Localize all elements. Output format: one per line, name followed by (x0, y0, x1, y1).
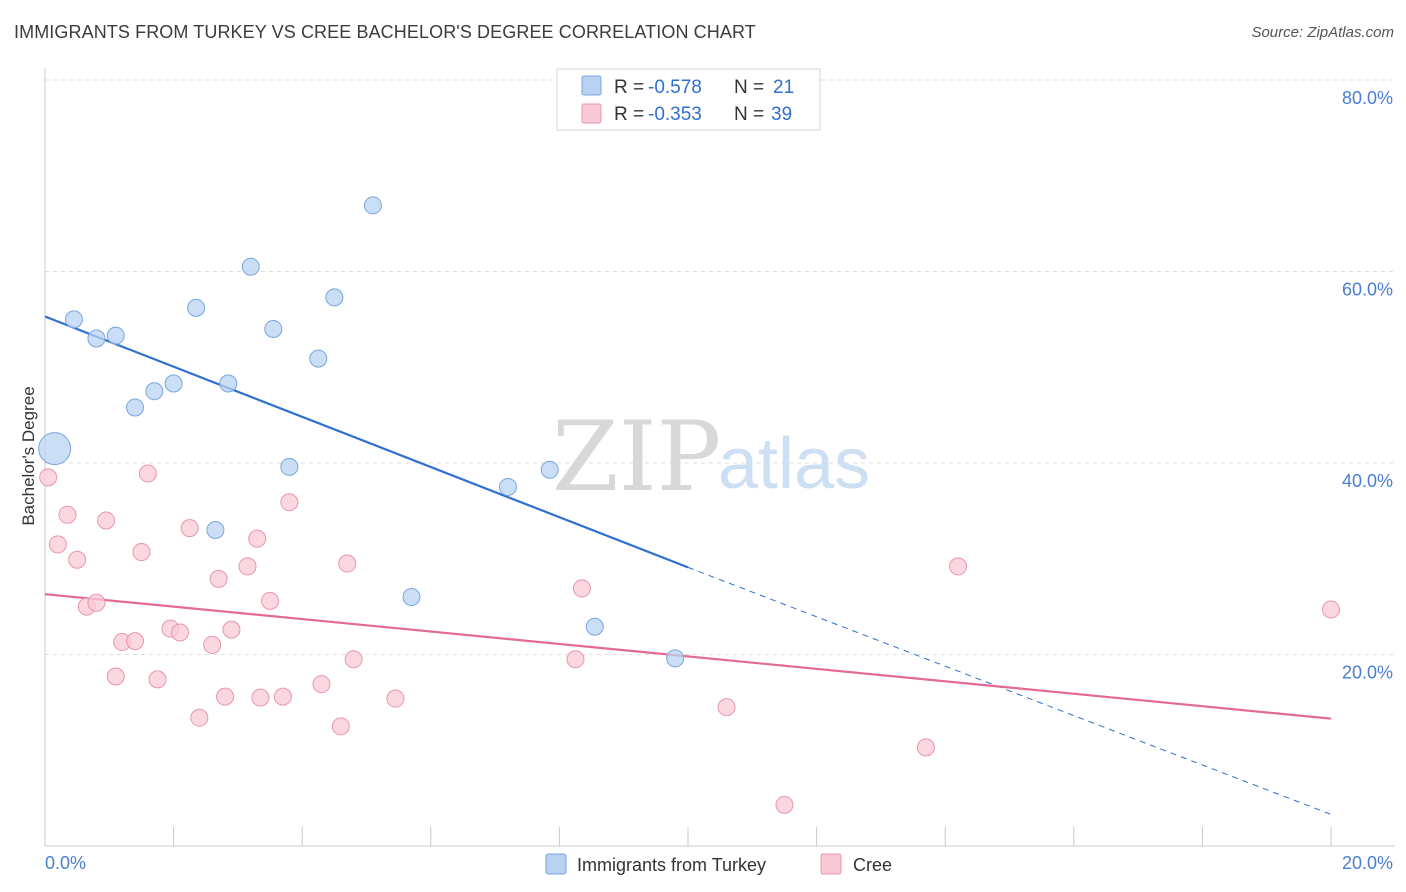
cree-point (273, 687, 292, 706)
x-tick-label: 0.0% (45, 853, 86, 873)
turkey-point (264, 319, 283, 338)
x-tick-label: 20.0% (1342, 853, 1393, 873)
correlation-legend: R = -0.578 N = 21 R = -0.353 N = 39 (556, 68, 821, 131)
cree-point (717, 698, 736, 717)
turkey-point (126, 398, 145, 417)
bottom-legend-label-turkey: Immigrants from Turkey (577, 855, 766, 875)
cree-point (209, 569, 228, 588)
cree-point (190, 708, 209, 727)
cree-point (251, 688, 270, 707)
legend-n-value-2: 39 (771, 104, 792, 125)
turkey-point (64, 310, 83, 329)
watermark-atlas: atlas (718, 424, 870, 504)
cree-point (68, 550, 87, 569)
turkey-point (106, 326, 125, 345)
turkey-point (585, 617, 604, 636)
cree-point (97, 511, 116, 530)
cree-point (238, 557, 257, 576)
turkey-point (280, 457, 299, 476)
legend-r-label-1: R = (614, 77, 644, 98)
legend-r-value-1: -0.578 (648, 77, 702, 98)
legend-r-label-2: R = (614, 104, 644, 125)
y-tick-label: 60.0% (1342, 280, 1393, 300)
turkey-point (325, 288, 344, 307)
cree-point (386, 689, 405, 708)
cree-point (39, 468, 58, 487)
chart-title: IMMIGRANTS FROM TURKEY VS CREE BACHELOR'… (14, 22, 756, 42)
turkey-point (164, 374, 183, 393)
cree-point (171, 623, 190, 642)
cree-point (331, 717, 350, 736)
cree-point (338, 554, 357, 573)
watermark: ZIP atlas (552, 401, 870, 513)
cree-point (261, 591, 280, 610)
turkey-point (241, 257, 260, 276)
legend-n-label-2: N = (734, 104, 764, 125)
bottom-legend-swatch-cree (820, 853, 842, 875)
cree-point (180, 519, 199, 538)
legend-r-value-2: -0.353 (648, 104, 702, 125)
cree-point (106, 667, 125, 686)
cree-point (222, 620, 241, 639)
bottom-legend-swatch-turkey (545, 853, 567, 875)
y-tick-labels: 20.0% 40.0% 60.0% 80.0% (1342, 88, 1393, 683)
series-legend: Immigrants from Turkey Cree (545, 853, 892, 875)
y-tick-label: 40.0% (1342, 471, 1393, 491)
turkey-point (363, 196, 382, 215)
cree-point (916, 738, 935, 757)
turkey-point (540, 460, 559, 479)
legend-swatch-cree (581, 103, 602, 124)
cree-point (344, 650, 363, 669)
turkey-trend-extension (687, 566, 1332, 815)
y-tick-label: 20.0% (1342, 663, 1393, 683)
cree-point (203, 635, 222, 654)
cree-point (126, 632, 145, 651)
cree-point (148, 670, 167, 689)
cree-point (138, 464, 157, 483)
turkey-point (145, 382, 164, 401)
cree-point (312, 675, 331, 694)
turkey-point (206, 521, 225, 540)
turkey-point (498, 477, 517, 496)
y-axis-title: Bachelor's Degree (19, 386, 38, 525)
cree-point (132, 543, 151, 562)
chart-source: Source: ZipAtlas.com (1251, 24, 1394, 41)
turkey-point (666, 649, 685, 668)
cree-point (572, 579, 591, 598)
turkey-point (87, 329, 106, 348)
cree-point (248, 529, 267, 548)
legend-n-value-1: 21 (773, 77, 794, 98)
cree-trend-line (44, 593, 1332, 720)
legend-n-label-1: N = (734, 77, 764, 98)
turkey-point (187, 298, 206, 317)
turkey-trend-line (44, 315, 689, 569)
cree-point (216, 687, 235, 706)
turkey-point (219, 374, 238, 393)
cree-point (1322, 600, 1340, 619)
cree-point (48, 535, 67, 554)
legend-swatch-turkey (581, 75, 602, 96)
bottom-legend-label-cree: Cree (853, 855, 892, 875)
cree-point (775, 795, 794, 814)
turkey-point (309, 349, 328, 368)
cree-point (280, 493, 299, 512)
turkey-point (38, 432, 72, 466)
turkey-point (402, 588, 421, 607)
data-points (38, 196, 1340, 814)
watermark-zip: ZIP (552, 401, 721, 513)
x-tick-labels: 0.0% 20.0% (45, 853, 1393, 873)
y-tick-label: 80.0% (1342, 88, 1393, 108)
cree-point (949, 557, 968, 576)
cree-point (87, 593, 106, 612)
trend-lines (44, 315, 1332, 815)
cree-point (566, 650, 585, 669)
cree-point (58, 505, 77, 524)
